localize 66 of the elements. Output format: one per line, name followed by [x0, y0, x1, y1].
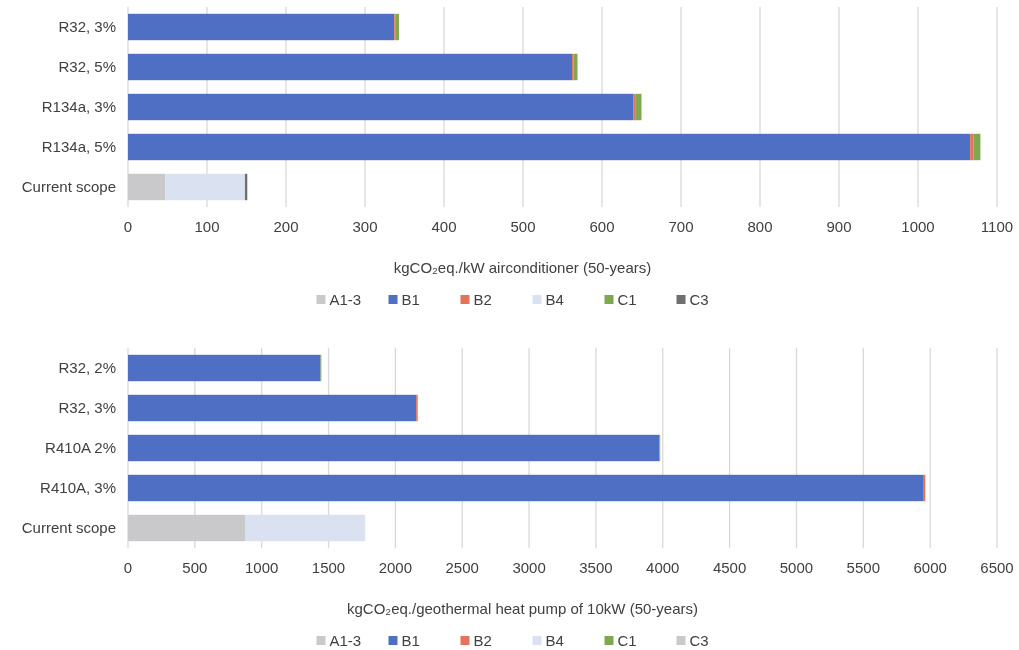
x-tick-label: 4500 [712, 559, 747, 576]
bar [244, 514, 366, 542]
legend-label: B1 [401, 632, 420, 650]
bar [635, 93, 642, 121]
bar [970, 133, 974, 161]
legend-label: B4 [545, 291, 564, 309]
legend-label: C3 [689, 632, 709, 650]
x-tick-label: 1000 [901, 218, 935, 235]
x-tick-label: 300 [352, 218, 378, 235]
x-tick-label: 6000 [913, 559, 947, 576]
bar [128, 53, 572, 81]
legend-label: C1 [617, 632, 637, 650]
x-tick-label: 600 [589, 218, 615, 235]
x-tick-label: 500 [510, 218, 536, 235]
bar [128, 514, 245, 542]
y-tick-label: R410A, 3% [40, 479, 116, 497]
y-tick-label: R410A 2% [45, 439, 116, 457]
x-tick-label: 2000 [378, 559, 413, 576]
x-tick-label: 4000 [646, 559, 680, 576]
x-tick-label: 100 [194, 218, 220, 235]
bar [165, 173, 245, 201]
y-tick-label: R32, 2% [58, 359, 116, 377]
bar [128, 93, 634, 121]
bar [128, 173, 166, 201]
x-tick-label: 6500 [980, 559, 1014, 576]
legend-label: B4 [545, 632, 564, 650]
bar [128, 394, 417, 422]
y-tick-label: R32, 3% [58, 399, 116, 417]
bar [973, 133, 981, 161]
legend-label: B2 [473, 291, 492, 309]
y-tick-label: Current scope [21, 519, 116, 537]
x-tick-label: 5000 [779, 559, 814, 576]
x-tick-label: 700 [668, 218, 694, 235]
bar [573, 53, 578, 81]
x-tick-label: 1500 [311, 559, 346, 576]
x-tick-label: 1000 [245, 559, 279, 576]
y-tick-label: R134a, 3% [41, 98, 116, 116]
x-tick-label: 0 [123, 559, 133, 576]
legend-label: A1-3 [329, 632, 362, 650]
x-tick-label: 900 [826, 218, 852, 235]
x-tick-label: 3000 [512, 559, 546, 576]
y-tick-label: R32, 5% [58, 58, 116, 76]
x-tick-label: 800 [747, 218, 773, 235]
bar [128, 13, 395, 41]
x-tick-label: 200 [273, 218, 299, 235]
y-tick-label: R134a, 5% [41, 138, 116, 156]
legend-label: C1 [617, 291, 637, 309]
legend-label: A1-3 [329, 291, 362, 309]
x-tick-label: 400 [431, 218, 457, 235]
y-tick-label: R32, 3% [58, 18, 116, 36]
x-axis-title: kgCO₂eq./geothermal heat pump of 10kW (50-years) [347, 600, 698, 617]
bar [128, 133, 971, 161]
legend-label: C3 [689, 291, 709, 309]
x-tick-label: 3500 [579, 559, 613, 576]
legend-label: B2 [473, 632, 492, 650]
y-tick-label: Current scope [21, 178, 116, 196]
x-tick-label: 0 [123, 218, 133, 235]
x-tick-label: 500 [182, 559, 208, 576]
bar [128, 354, 321, 382]
bar [128, 434, 660, 462]
legend-label: B1 [401, 291, 420, 309]
x-tick-label: 1100 [980, 218, 1014, 235]
bar [128, 474, 924, 502]
x-tick-label: 5500 [846, 559, 880, 576]
x-tick-label: 2500 [445, 559, 479, 576]
x-axis-title: kgCO₂eq./kW airconditioner (50-years) [393, 259, 652, 276]
